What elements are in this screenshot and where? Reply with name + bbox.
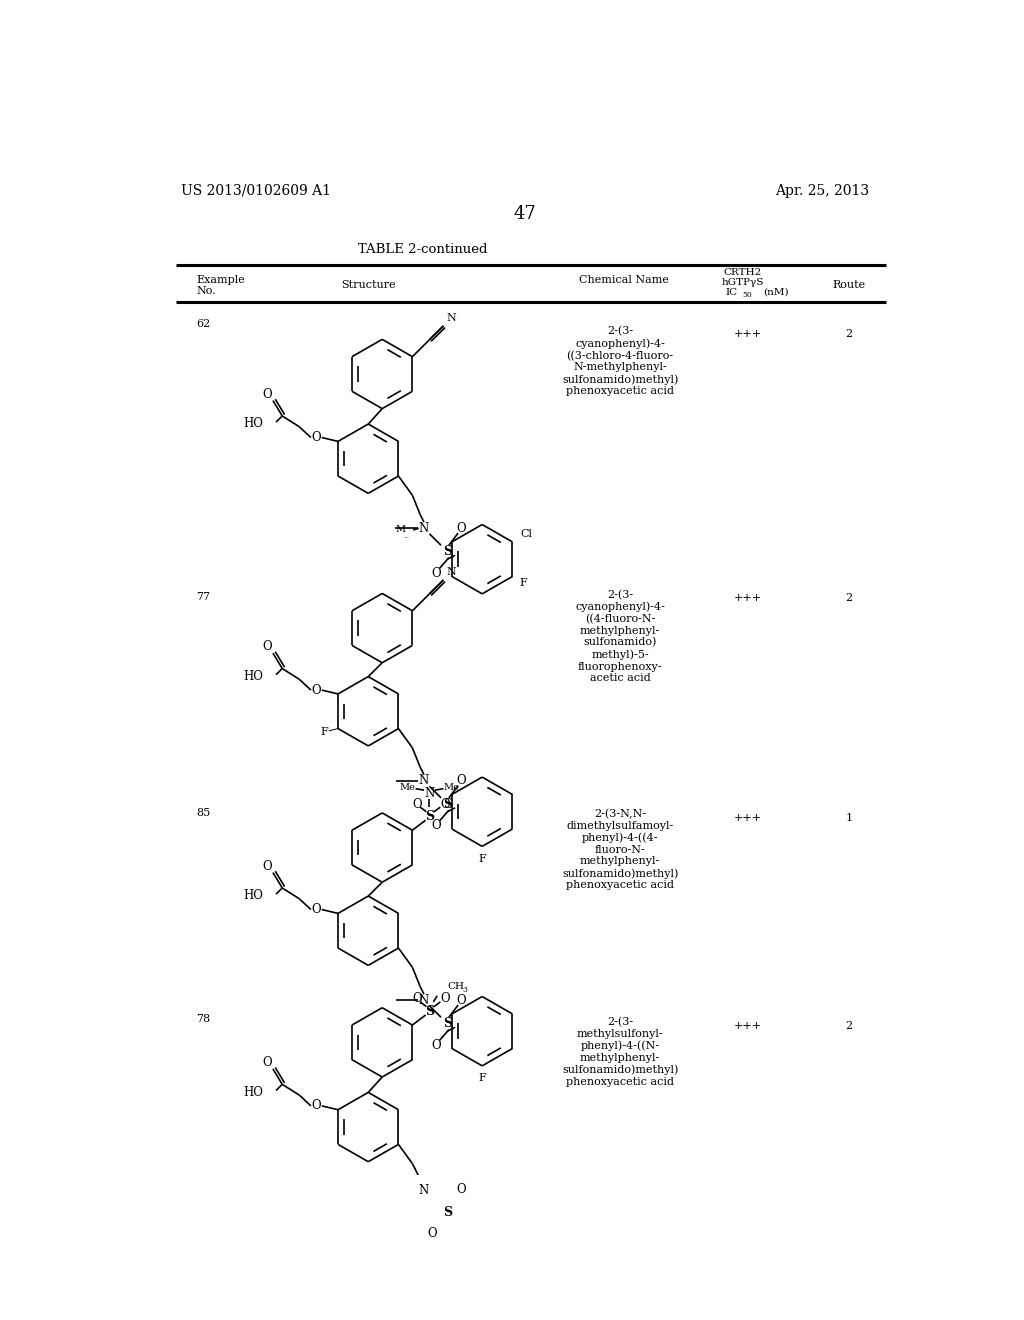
Text: 2-(3-
cyanophenyl)-4-
((4-fluoro-N-
methylphenyl-
sulfonamido)
methyl)-5-
fluoro: 2-(3- cyanophenyl)-4- ((4-fluoro-N- meth…	[575, 590, 665, 684]
Text: (nM): (nM)	[764, 288, 790, 297]
Text: 2: 2	[845, 1020, 852, 1031]
Text: S: S	[442, 1016, 452, 1030]
Text: O: O	[311, 903, 322, 916]
Text: O: O	[431, 820, 441, 832]
Text: IC: IC	[726, 288, 737, 297]
Text: 2-(3-
cyanophenyl)-4-
((3-chloro-4-fluoro-
N-methylphenyl-
sulfonamido)methyl)
p: 2-(3- cyanophenyl)-4- ((3-chloro-4-fluor…	[562, 326, 678, 396]
Text: N: N	[424, 787, 434, 800]
Text: 50: 50	[742, 290, 753, 298]
Text: +++: +++	[734, 330, 762, 339]
Text: M: M	[395, 525, 406, 535]
Text: O: O	[457, 994, 466, 1007]
Text: HO: HO	[244, 669, 263, 682]
Text: N: N	[446, 568, 456, 577]
Text: +++: +++	[734, 813, 762, 822]
Text: O: O	[413, 993, 422, 1006]
Text: Me: Me	[399, 783, 416, 792]
Text: S: S	[425, 810, 434, 822]
Text: F: F	[478, 1073, 486, 1084]
Text: O: O	[431, 566, 441, 579]
Text: O: O	[263, 859, 272, 873]
Text: N: N	[419, 775, 429, 788]
Text: Me: Me	[443, 783, 459, 792]
Text: O: O	[457, 1183, 466, 1196]
Text: +++: +++	[734, 1020, 762, 1031]
Text: O: O	[427, 1228, 436, 1241]
Text: O: O	[413, 797, 422, 810]
Text: 2-(3-N,N-
dimethylsulfamoyl-
phenyl)-4-((4-
fluoro-N-
methylphenyl-
sulfonamido): 2-(3-N,N- dimethylsulfamoyl- phenyl)-4-(…	[562, 809, 678, 891]
Text: O: O	[431, 1039, 441, 1052]
Text: O: O	[263, 640, 272, 653]
Text: N: N	[419, 1184, 429, 1197]
Text: CRTH2: CRTH2	[723, 268, 762, 277]
Text: No.: No.	[197, 286, 216, 296]
Text: 47: 47	[513, 205, 537, 223]
Text: Cl: Cl	[520, 529, 532, 539]
Text: 77: 77	[197, 593, 210, 602]
Text: O: O	[263, 388, 272, 401]
Text: 78: 78	[197, 1014, 210, 1024]
Text: 2: 2	[845, 330, 852, 339]
Text: 2: 2	[845, 594, 852, 603]
Text: O: O	[457, 775, 466, 788]
Text: O: O	[457, 521, 466, 535]
Text: CH: CH	[447, 982, 464, 991]
Text: Structure: Structure	[341, 280, 395, 289]
Text: 2-(3-
methylsulfonyl-
phenyl)-4-((N-
methylphenyl-
sulfonamido)methyl)
phenoxyac: 2-(3- methylsulfonyl- phenyl)-4-((N- met…	[562, 1016, 678, 1086]
Text: 62: 62	[197, 319, 211, 329]
Text: O: O	[311, 432, 322, 444]
Text: O: O	[311, 684, 322, 697]
Text: Chemical Name: Chemical Name	[579, 275, 669, 285]
Text: O: O	[263, 1056, 272, 1069]
Text: S: S	[442, 1205, 452, 1218]
Text: F: F	[321, 727, 328, 738]
Text: N: N	[419, 994, 429, 1007]
Text: S: S	[425, 1005, 434, 1018]
Text: TABLE 2-continued: TABLE 2-continued	[357, 243, 487, 256]
Text: F: F	[519, 578, 527, 587]
Text: O: O	[440, 993, 450, 1006]
Text: O: O	[311, 1100, 322, 1113]
Text: O: O	[440, 797, 450, 810]
Text: HO: HO	[244, 890, 263, 902]
Text: +++: +++	[734, 594, 762, 603]
Text: HO: HO	[244, 417, 263, 430]
Text: F: F	[478, 854, 486, 863]
Text: US 2013/0102609 A1: US 2013/0102609 A1	[180, 183, 331, 198]
Text: Example: Example	[197, 275, 245, 285]
Text: N: N	[446, 313, 456, 323]
Text: HO: HO	[244, 1085, 263, 1098]
Text: S: S	[442, 545, 452, 558]
Text: N: N	[419, 521, 429, 535]
Text: hGTPγS: hGTPγS	[721, 279, 764, 286]
Text: Route: Route	[833, 280, 865, 289]
Text: Apr. 25, 2013: Apr. 25, 2013	[775, 183, 869, 198]
Text: S: S	[442, 797, 452, 810]
Text: 3: 3	[462, 986, 467, 994]
Text: 85: 85	[197, 808, 211, 818]
Text: 1: 1	[845, 813, 852, 822]
